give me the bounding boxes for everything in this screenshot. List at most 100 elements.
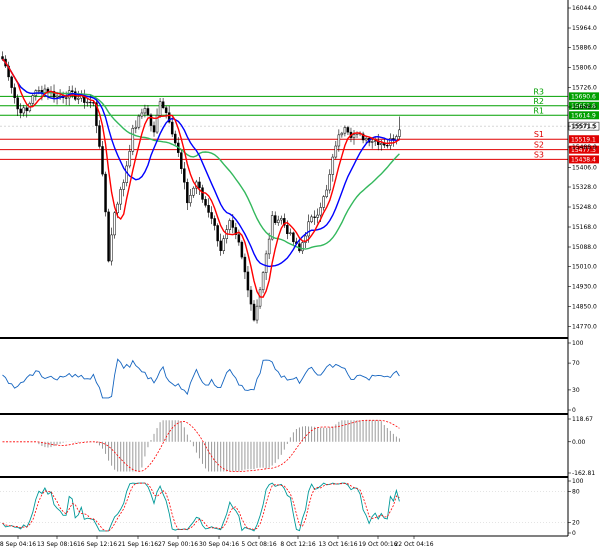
candle-body bbox=[373, 140, 377, 142]
date-tick-label: 27 Sep 00:16 bbox=[158, 541, 198, 548]
level-price-tag-r2 bbox=[569, 101, 599, 110]
candle-body bbox=[252, 303, 256, 321]
candle-body bbox=[198, 181, 201, 188]
slow-ma-line bbox=[1, 58, 400, 250]
current-price-tag-text: 15571.5 bbox=[571, 123, 596, 130]
level-label-r1: R1 bbox=[533, 106, 544, 115]
candle-body bbox=[134, 126, 138, 129]
chart-frame bbox=[0, 0, 569, 537]
candle-body bbox=[237, 234, 241, 243]
candle-body bbox=[189, 195, 192, 204]
candle-body bbox=[319, 207, 322, 216]
candle-body bbox=[207, 205, 210, 213]
candle-body bbox=[213, 218, 216, 226]
stochastic-tick-label: 80 bbox=[572, 488, 580, 495]
rsi-tick-label: 0 bbox=[572, 407, 576, 414]
macd-pane: 118.67 0.00 -162.81 bbox=[2, 416, 595, 477]
price-tick-label: 15088.0 bbox=[572, 244, 597, 251]
candle-body bbox=[304, 235, 307, 243]
candle-body bbox=[89, 101, 92, 104]
candle-body bbox=[158, 101, 162, 116]
candle-body bbox=[128, 151, 132, 167]
candle-body bbox=[16, 97, 19, 110]
price-tick-label: 16044.0 bbox=[572, 5, 597, 12]
candle-body bbox=[289, 232, 292, 234]
candle-body bbox=[37, 90, 41, 92]
candle-body bbox=[337, 134, 341, 147]
candle-body bbox=[246, 271, 250, 291]
candle-body bbox=[270, 215, 274, 240]
candle-body bbox=[131, 128, 135, 152]
candle-body bbox=[219, 240, 222, 251]
candle-body bbox=[325, 189, 328, 197]
candle-body bbox=[228, 220, 232, 230]
candle-body bbox=[249, 289, 253, 305]
candle-body bbox=[286, 225, 289, 234]
candle-body bbox=[234, 227, 238, 235]
candle-body bbox=[25, 107, 29, 112]
date-tick-label: 8 Sep 04:16 bbox=[0, 541, 36, 548]
candle-body bbox=[301, 242, 304, 252]
candle-body bbox=[98, 125, 101, 147]
support-resistance-levels bbox=[0, 95, 568, 160]
candle-body bbox=[64, 97, 68, 99]
level-price-tag-text-r1: 15614.9 bbox=[571, 112, 596, 119]
date-tick-label: 22 Oct 04:16 bbox=[394, 541, 433, 548]
candle-body bbox=[313, 216, 316, 218]
candle-body bbox=[243, 256, 247, 273]
candle-body bbox=[149, 114, 153, 126]
stochastic-k-line bbox=[2, 482, 400, 532]
candle-body bbox=[164, 107, 168, 113]
date-tick-label: 5 Oct 08:16 bbox=[241, 541, 276, 548]
level-price-tag-text-r3: 15690.6 bbox=[571, 94, 596, 101]
stochastic-tick-label: 100 bbox=[572, 478, 584, 485]
price-tick-label: 14930.0 bbox=[572, 284, 597, 291]
candle-body bbox=[204, 199, 207, 206]
level-price-tag-text-s2: 15477.3 bbox=[571, 147, 596, 154]
candle-body bbox=[322, 196, 325, 208]
medium-ma-line bbox=[1, 58, 400, 268]
candle-body bbox=[101, 146, 104, 175]
level-labels: R3 15690.6 R2 15652.8 R1 15614.9 S1 15519.1 S2 15… bbox=[533, 87, 600, 164]
candle-body bbox=[116, 203, 119, 214]
date-tick-label: 8 Oct 12:16 bbox=[280, 541, 315, 548]
stochastic-pane: 100 80 20 0 bbox=[0, 478, 584, 537]
price-tick-label: 15886.0 bbox=[572, 45, 597, 52]
candle-body bbox=[161, 101, 165, 108]
candle-body bbox=[1, 56, 4, 60]
macd-tick-label: 0.00 bbox=[572, 439, 586, 446]
fast-ma-line bbox=[1, 58, 400, 298]
candle-body bbox=[264, 253, 268, 273]
candle-body bbox=[361, 133, 365, 141]
rsi-tick-label: 100 bbox=[572, 340, 584, 347]
stochastic-d-line bbox=[2, 482, 400, 532]
level-price-tag-r1 bbox=[569, 111, 599, 120]
candle-body bbox=[343, 127, 347, 134]
date-tick-label: 30 Sep 04:16 bbox=[199, 541, 239, 548]
rsi-tick-label: 70 bbox=[572, 360, 580, 367]
candle-body bbox=[386, 144, 389, 147]
stochastic-lines bbox=[0, 482, 568, 532]
price-tick-label: 15168.0 bbox=[572, 224, 597, 231]
rsi-tick-label: 30 bbox=[572, 387, 580, 394]
level-price-tag-text-s1: 15519.1 bbox=[571, 136, 596, 143]
level-label-r2: R2 bbox=[533, 97, 544, 106]
price-tick-label: 15648.0 bbox=[572, 104, 597, 111]
level-price-tag-text-r2: 15652.8 bbox=[571, 103, 596, 110]
price-tick-label: 15406.0 bbox=[572, 165, 597, 172]
macd-histogram bbox=[2, 419, 400, 472]
price-pane: R3 15690.6 R2 15652.8 R1 15614.9 S1 15519.1 S2 15… bbox=[0, 5, 600, 331]
candle-body bbox=[310, 216, 313, 223]
candle-body bbox=[146, 108, 150, 116]
level-label-s2: S2 bbox=[534, 141, 544, 150]
candle-body bbox=[58, 95, 62, 98]
candle-body bbox=[231, 220, 235, 228]
candle-body bbox=[346, 127, 350, 133]
candle-body bbox=[210, 212, 213, 219]
candle-body bbox=[19, 108, 22, 114]
candle-body bbox=[258, 289, 262, 307]
candle-body bbox=[173, 133, 177, 144]
candle-body bbox=[137, 115, 141, 128]
macd-tick-label: 118.67 bbox=[572, 416, 593, 423]
